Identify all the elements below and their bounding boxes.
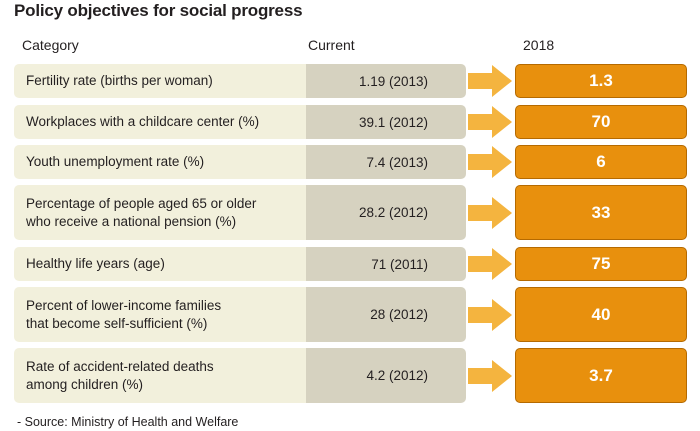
category-cell: Percentage of people aged 65 or older wh…: [14, 185, 306, 240]
current-value: 28 (2012): [306, 287, 466, 342]
target-value: 3.7: [515, 348, 687, 403]
current-value: 4.2 (2012): [306, 348, 466, 403]
arrow-right-icon: [468, 359, 512, 392]
header-target: 2018: [523, 37, 555, 53]
arrow-right-icon: [468, 196, 512, 229]
table-row: Percent of lower-income families that be…: [0, 287, 700, 342]
header-current: Current: [308, 37, 355, 53]
target-value: 70: [515, 105, 687, 139]
category-cell: Percent of lower-income families that be…: [14, 287, 306, 342]
target-value: 75: [515, 247, 687, 281]
category-cell: Youth unemployment rate (%): [14, 145, 306, 179]
arrow-right-icon: [468, 106, 512, 138]
table-row: Healthy life years (age) 71 (2011) 75: [0, 247, 700, 281]
table-row: Workplaces with a childcare center (%) 3…: [0, 105, 700, 139]
target-value: 6: [515, 145, 687, 179]
category-cell: Fertility rate (births per woman): [14, 64, 306, 98]
target-value: 1.3: [515, 64, 687, 98]
table-row: Percentage of people aged 65 or older wh…: [0, 185, 700, 240]
current-value: 28.2 (2012): [306, 185, 466, 240]
category-cell: Workplaces with a childcare center (%): [14, 105, 306, 139]
category-cell: Healthy life years (age): [14, 247, 306, 281]
arrow-right-icon: [468, 298, 512, 331]
table-row: Youth unemployment rate (%) 7.4 (2013) 6: [0, 145, 700, 179]
header-category: Category: [22, 37, 79, 53]
category-cell: Rate of accident-related deaths among ch…: [14, 348, 306, 403]
arrow-right-icon: [468, 65, 512, 97]
current-value: 71 (2011): [306, 247, 466, 281]
arrow-right-icon: [468, 146, 512, 178]
current-value: 39.1 (2012): [306, 105, 466, 139]
page-title: Policy objectives for social progress: [14, 1, 303, 20]
current-value: 1.19 (2013): [306, 64, 466, 98]
target-value: 33: [515, 185, 687, 240]
target-value: 40: [515, 287, 687, 342]
current-value: 7.4 (2013): [306, 145, 466, 179]
arrow-right-icon: [468, 248, 512, 280]
source-note: - Source: Ministry of Health and Welfare: [17, 415, 239, 429]
table-row: Rate of accident-related deaths among ch…: [0, 348, 700, 403]
table-row: Fertility rate (births per woman) 1.19 (…: [0, 64, 700, 98]
